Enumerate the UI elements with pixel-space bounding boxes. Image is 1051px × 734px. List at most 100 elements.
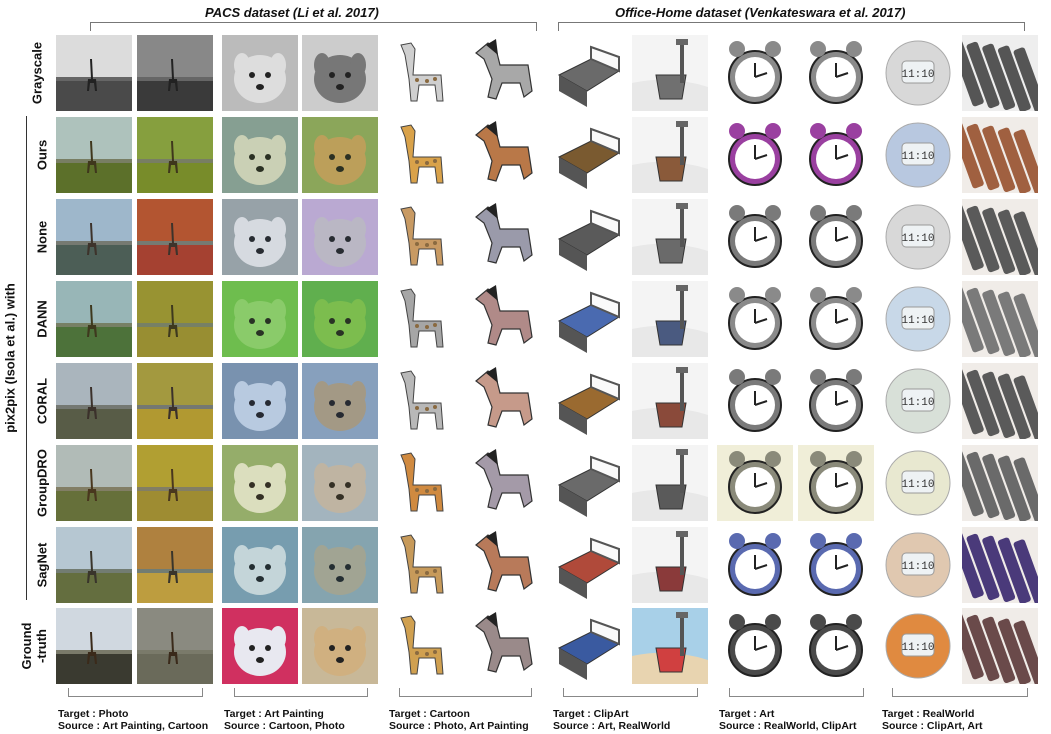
- image-tile-grayscale-dog-photo: [302, 35, 378, 111]
- image-tile-sagnet-giraffe-photo: [56, 527, 132, 603]
- svg-text:11:10: 11:10: [901, 397, 934, 409]
- image-tile-groupdro-batteries-realworld: [962, 445, 1038, 521]
- image-tile-gt-clock-art: [717, 608, 793, 684]
- row-label-line1: Ground: [19, 622, 34, 670]
- image-tile-coral-horse-cartoon: [466, 363, 542, 439]
- image-tile-gt-clocks-art: [798, 608, 874, 684]
- image-tile-sagnet-bed-clipart: [551, 527, 627, 603]
- image-tile-coral-giraffe-cartoon: [387, 363, 463, 439]
- image-tile-grayscale-alarm-realworld: 11:10: [880, 35, 956, 111]
- image-tile-sagnet-horse-cartoon: [466, 527, 542, 603]
- image-tile-grayscale-bed-clipart: [551, 35, 627, 111]
- image-tile-none-bucket-clipart: [632, 199, 708, 275]
- image-tile-ours-horse-cartoon: [466, 117, 542, 193]
- image-tile-coral-bed-clipart: [551, 363, 627, 439]
- image-tile-dann-bucket-clipart: [632, 281, 708, 357]
- caption-bracket: [729, 688, 864, 697]
- image-tile-none-giraffe-photo: [56, 199, 132, 275]
- svg-text:11:10: 11:10: [901, 642, 934, 654]
- caption-source: Source : Cartoon, Photo: [224, 720, 345, 732]
- image-tile-coral-dog-photo: [302, 363, 378, 439]
- image-tile-ours-dog-photo: [302, 117, 378, 193]
- image-tile-gt-horse-cartoon: [466, 608, 542, 684]
- image-tile-gt-batteries-realworld: [962, 608, 1038, 684]
- image-tile-gt-bed-clipart: [551, 608, 627, 684]
- caption-source: Source : Art Painting, Cartoon: [58, 720, 209, 732]
- image-tile-dann-bed-clipart: [551, 281, 627, 357]
- image-tile-none-giraffe-cartoon: [387, 199, 463, 275]
- image-tile-none-alarm-realworld: 11:10: [880, 199, 956, 275]
- image-tile-ours-clock-art: [717, 117, 793, 193]
- image-tile-dann-batteries-realworld: [962, 281, 1038, 357]
- row-label-ours: Ours: [34, 139, 50, 171]
- office-bracket: [558, 22, 1025, 31]
- image-tile-ours-alarm-realworld: 11:10: [880, 117, 956, 193]
- svg-text:11:10: 11:10: [901, 479, 934, 491]
- row-label-sagnet: SagNet: [34, 542, 50, 588]
- caption-target: Target : Art Painting: [224, 708, 324, 720]
- image-tile-grayscale-batteries-realworld: [962, 35, 1038, 111]
- image-tile-coral-dog-painting: [222, 363, 298, 439]
- image-tile-groupdro-clocks-art: [798, 445, 874, 521]
- caption-target: Target : RealWorld: [882, 708, 975, 720]
- image-tile-coral-batteries-realworld: [962, 363, 1038, 439]
- caption-bracket: [399, 688, 532, 697]
- caption-source: Source : Art, RealWorld: [553, 720, 671, 732]
- row-label-ground-truth: Ground -truth: [19, 623, 49, 670]
- image-tile-grayscale-giraffe-photo: [56, 35, 132, 111]
- image-tile-none-horse-cartoon: [466, 199, 542, 275]
- image-tile-groupdro-bucket-clipart: [632, 445, 708, 521]
- caption-source: Source : ClipArt, Art: [882, 720, 983, 732]
- image-tile-gt-giraffe-cartoon: [387, 608, 463, 684]
- caption-target: Target : Photo: [58, 708, 129, 720]
- image-tile-grayscale-horse-cartoon: [466, 35, 542, 111]
- image-tile-coral-giraffe-painting: [137, 363, 213, 439]
- row-label-grayscale: Grayscale: [29, 41, 45, 105]
- image-tile-sagnet-clocks-art: [798, 527, 874, 603]
- svg-text:11:10: 11:10: [901, 233, 934, 245]
- image-tile-ours-giraffe-painting: [137, 117, 213, 193]
- image-tile-grayscale-bucket-clipart: [632, 35, 708, 111]
- image-tile-ours-clocks-art: [798, 117, 874, 193]
- image-tile-sagnet-batteries-realworld: [962, 527, 1038, 603]
- image-tile-dann-dog-painting: [222, 281, 298, 357]
- image-tile-sagnet-dog-painting: [222, 527, 298, 603]
- caption-bracket: [892, 688, 1028, 697]
- svg-text:11:10: 11:10: [901, 315, 934, 327]
- office-title: Office-Home dataset (Venkateswara et al.…: [615, 5, 906, 20]
- method-group-label: pix2pix (Isola et al.) with: [2, 283, 18, 433]
- image-tile-groupdro-horse-cartoon: [466, 445, 542, 521]
- image-tile-groupdro-clock-art: [717, 445, 793, 521]
- svg-text:11:10: 11:10: [901, 69, 934, 81]
- caption-source: Source : RealWorld, ClipArt: [719, 720, 857, 732]
- svg-text:11:10: 11:10: [901, 561, 934, 573]
- image-tile-gt-giraffe-painting: [137, 608, 213, 684]
- image-tile-gt-giraffe-photo: [56, 608, 132, 684]
- image-tile-ours-giraffe-photo: [56, 117, 132, 193]
- pacs-title: PACS dataset (Li et al. 2017): [205, 5, 379, 20]
- image-tile-none-bed-clipart: [551, 199, 627, 275]
- image-tile-dann-giraffe-painting: [137, 281, 213, 357]
- image-tile-ours-bucket-clipart: [632, 117, 708, 193]
- image-tile-gt-dog-painting: [222, 608, 298, 684]
- image-tile-sagnet-clock-art: [717, 527, 793, 603]
- image-tile-grayscale-clocks-art: [798, 35, 874, 111]
- image-tile-dann-giraffe-photo: [56, 281, 132, 357]
- image-tile-coral-alarm-realworld: 11:10: [880, 363, 956, 439]
- image-tile-sagnet-bucket-clipart: [632, 527, 708, 603]
- image-tile-dann-horse-cartoon: [466, 281, 542, 357]
- image-tile-ours-batteries-realworld: [962, 117, 1038, 193]
- image-tile-groupdro-dog-photo: [302, 445, 378, 521]
- image-tile-none-giraffe-painting: [137, 199, 213, 275]
- image-tile-dann-clock-art: [717, 281, 793, 357]
- caption-target: Target : Art: [719, 708, 775, 720]
- image-tile-groupdro-bed-clipart: [551, 445, 627, 521]
- image-tile-coral-clocks-art: [798, 363, 874, 439]
- caption-target: Target : ClipArt: [553, 708, 629, 720]
- row-label-none: None: [34, 220, 50, 254]
- image-tile-coral-clock-art: [717, 363, 793, 439]
- caption-bracket: [563, 688, 698, 697]
- pacs-bracket: [90, 22, 537, 31]
- image-tile-grayscale-clock-art: [717, 35, 793, 111]
- image-tile-sagnet-dog-photo: [302, 527, 378, 603]
